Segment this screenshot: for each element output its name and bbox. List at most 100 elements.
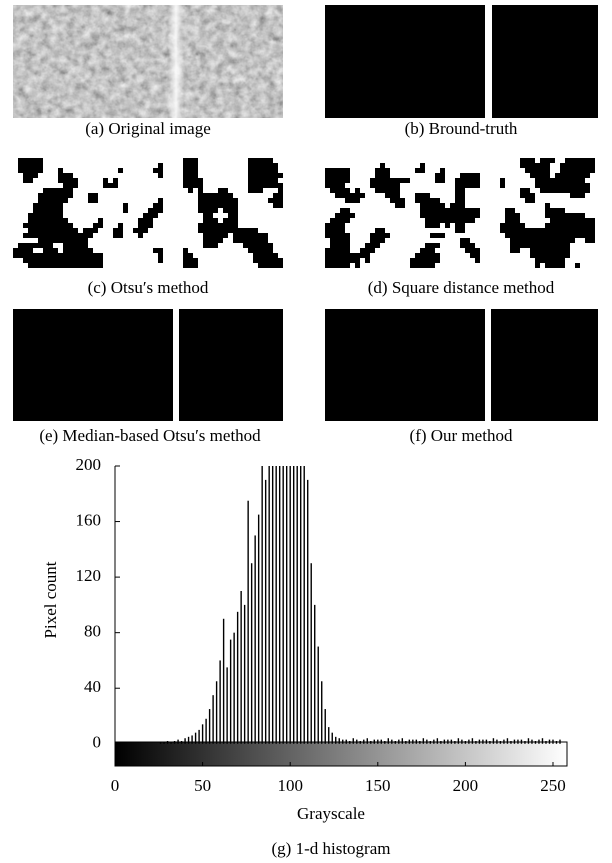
pixel [520, 163, 525, 168]
pixel [278, 188, 283, 193]
bar [212, 695, 213, 744]
pixel [455, 213, 460, 218]
pixel [350, 213, 355, 218]
pixel [540, 233, 545, 238]
pixel [63, 173, 68, 178]
pixel [28, 253, 33, 258]
pixel [43, 208, 48, 213]
pixel [273, 173, 278, 178]
pixel [460, 188, 465, 193]
pixel [355, 188, 360, 193]
pixel [560, 163, 565, 168]
pixel [43, 248, 48, 253]
pixel [335, 243, 340, 248]
pixel [203, 198, 208, 203]
pixel [148, 218, 153, 223]
pixel [103, 178, 108, 183]
bar [559, 740, 560, 744]
pixel [505, 233, 510, 238]
pixel [248, 243, 253, 248]
pixel [335, 218, 340, 223]
pixel [118, 168, 123, 173]
pixel [38, 198, 43, 203]
pixel [203, 213, 208, 218]
bar [486, 740, 487, 744]
pixel [470, 243, 475, 248]
pixel [370, 178, 375, 183]
pixel [73, 228, 78, 233]
pixel [355, 198, 360, 203]
bar [289, 383, 290, 744]
pixel [68, 228, 73, 233]
pixel [263, 243, 268, 248]
pixel [590, 158, 595, 163]
pixel [440, 233, 445, 238]
pixel [430, 198, 435, 203]
pixel [325, 228, 330, 233]
pixel [470, 248, 475, 253]
pixel [345, 238, 350, 243]
pixel [238, 233, 243, 238]
pixel [248, 188, 253, 193]
pixel [545, 263, 550, 268]
pixel [83, 228, 88, 233]
pixel [183, 253, 188, 258]
pixel [43, 188, 48, 193]
pixel [345, 213, 350, 218]
pixel [33, 163, 38, 168]
pixel [475, 208, 480, 213]
bar [184, 738, 185, 744]
pixel [510, 243, 515, 248]
pixel [575, 228, 580, 233]
pixel [208, 228, 213, 233]
pixel [550, 263, 555, 268]
pixel [330, 243, 335, 248]
pixel [203, 228, 208, 233]
pixel [420, 263, 425, 268]
pixel [63, 193, 68, 198]
pixel [530, 233, 535, 238]
pixel [425, 223, 430, 228]
pixel [23, 258, 28, 263]
pixel [545, 178, 550, 183]
pixel [143, 223, 148, 228]
pixel [555, 183, 560, 188]
pixel [525, 238, 530, 243]
pixel [33, 228, 38, 233]
pixel [430, 203, 435, 208]
pixel [278, 258, 283, 263]
pixel [540, 183, 545, 188]
bar [482, 740, 483, 744]
pixel [258, 243, 263, 248]
pixel [465, 248, 470, 253]
pixel [233, 208, 238, 213]
x-axis-label: Grayscale [297, 804, 365, 823]
pixel [330, 253, 335, 258]
pixel [425, 208, 430, 213]
bar [388, 738, 389, 744]
pixel [340, 228, 345, 233]
pixel [400, 178, 405, 183]
bar [275, 410, 276, 743]
pixel [395, 193, 400, 198]
pixel [425, 193, 430, 198]
pixel [570, 178, 575, 183]
pixel [435, 173, 440, 178]
pixel [340, 253, 345, 258]
pixel [470, 208, 475, 213]
pixel [525, 168, 530, 173]
caption: (b) Bround-truth [405, 119, 518, 138]
pixel [33, 168, 38, 173]
pixel [455, 178, 460, 183]
pixel [68, 193, 73, 198]
pixel [420, 213, 425, 218]
pixel [38, 193, 43, 198]
pixel [273, 258, 278, 263]
pixel [43, 198, 48, 203]
pixel [48, 188, 53, 193]
pixel [223, 208, 228, 213]
pixel [23, 178, 28, 183]
pixel [253, 178, 258, 183]
pixel [590, 228, 595, 233]
pixel [530, 158, 535, 163]
